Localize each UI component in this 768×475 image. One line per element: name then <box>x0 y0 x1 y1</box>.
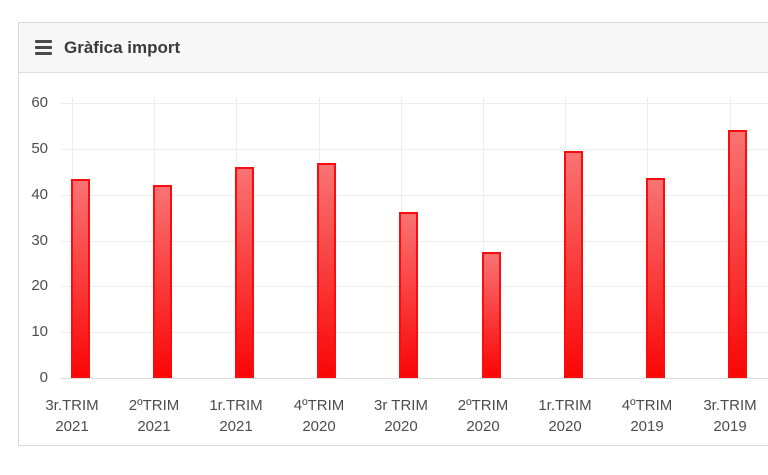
x-axis-category-label: 4ºTRIM 2020 <box>269 395 369 437</box>
x-axis-label-line: 2ºTRIM <box>457 397 509 414</box>
x-axis-category-label: 3r.TRIM 2021 <box>22 395 122 437</box>
y-axis-tick-label: 0 <box>39 369 48 386</box>
x-axis-label-line: 4ºTRIM <box>293 397 345 414</box>
x-axis-baseline <box>61 378 768 379</box>
x-axis-category-label: 3r TRIM 2020 <box>351 395 451 437</box>
x-axis-category-label: 2ºTRIM 2020 <box>433 395 533 437</box>
chart-bar[interactable] <box>317 163 336 378</box>
y-axis-tick-label: 30 <box>31 231 48 249</box>
chart-bar[interactable] <box>235 167 254 378</box>
x-axis-label-line: 2020 <box>466 418 500 435</box>
chart-bar[interactable] <box>564 151 583 378</box>
y-axis-tick-label: 20 <box>31 277 48 295</box>
x-axis-label-line: 3r.TRIM <box>703 397 757 414</box>
hamburger-menu-icon[interactable] <box>35 40 52 55</box>
chart-title: Gràfica import <box>64 37 181 57</box>
chart-bar[interactable] <box>482 252 501 378</box>
x-axis-label-line: 2021 <box>219 418 253 435</box>
gridline-horizontal <box>61 103 768 104</box>
x-axis-label-line: 1r.TRIM <box>538 397 592 414</box>
x-axis-label-line: 2019 <box>713 418 747 435</box>
chart-bar[interactable] <box>399 212 418 378</box>
gridline-horizontal <box>61 194 768 196</box>
x-axis-category-label: 1r.TRIM 2021 <box>186 395 286 437</box>
y-axis-tick-label: 40 <box>31 185 48 203</box>
y-axis-tick-label: 10 <box>31 323 48 341</box>
chart-bar[interactable] <box>728 130 747 378</box>
x-axis-label-line: 2019 <box>630 418 664 435</box>
chart-bar[interactable] <box>153 185 172 378</box>
x-axis-label-line: 3r TRIM <box>374 397 428 414</box>
x-axis-label-line: 2021 <box>137 418 171 435</box>
x-axis-label-line: 2020 <box>548 418 582 435</box>
x-axis-category-label: 3r.TRIM 2019 <box>680 395 768 437</box>
x-axis-category-label: 1r.TRIM 2020 <box>515 395 615 437</box>
chart-card-header: Gràfica import <box>19 23 768 73</box>
chart-card: Gràfica import 0 10 20 30 40 50 60 3r.TRIM 2021 2… <box>18 22 768 446</box>
x-axis-label-line: 3r.TRIM <box>45 397 99 414</box>
chart-bar[interactable] <box>71 179 90 378</box>
x-axis-label-line: 1r.TRIM <box>209 397 263 414</box>
y-axis-tick-label: 50 <box>31 139 48 157</box>
x-axis-label-line: 2020 <box>302 418 336 435</box>
x-axis-category-label: 2ºTRIM 2021 <box>104 395 204 437</box>
chart-plot-area: 0 10 20 30 40 50 60 3r.TRIM 2021 2ºTRIM 2021 1r.TRI… <box>19 73 768 445</box>
x-axis-category-label: 4ºTRIM 2019 <box>597 395 697 437</box>
x-axis-label-line: 2021 <box>55 418 89 435</box>
x-axis-label-line: 2ºTRIM <box>128 397 180 414</box>
x-axis-label-line: 2020 <box>384 418 418 435</box>
gridline-horizontal <box>61 148 768 150</box>
chart-bar[interactable] <box>646 178 665 378</box>
y-axis-tick-label: 60 <box>31 94 48 111</box>
gridline-vertical <box>483 97 484 378</box>
x-axis-label-line: 4ºTRIM <box>621 397 673 414</box>
